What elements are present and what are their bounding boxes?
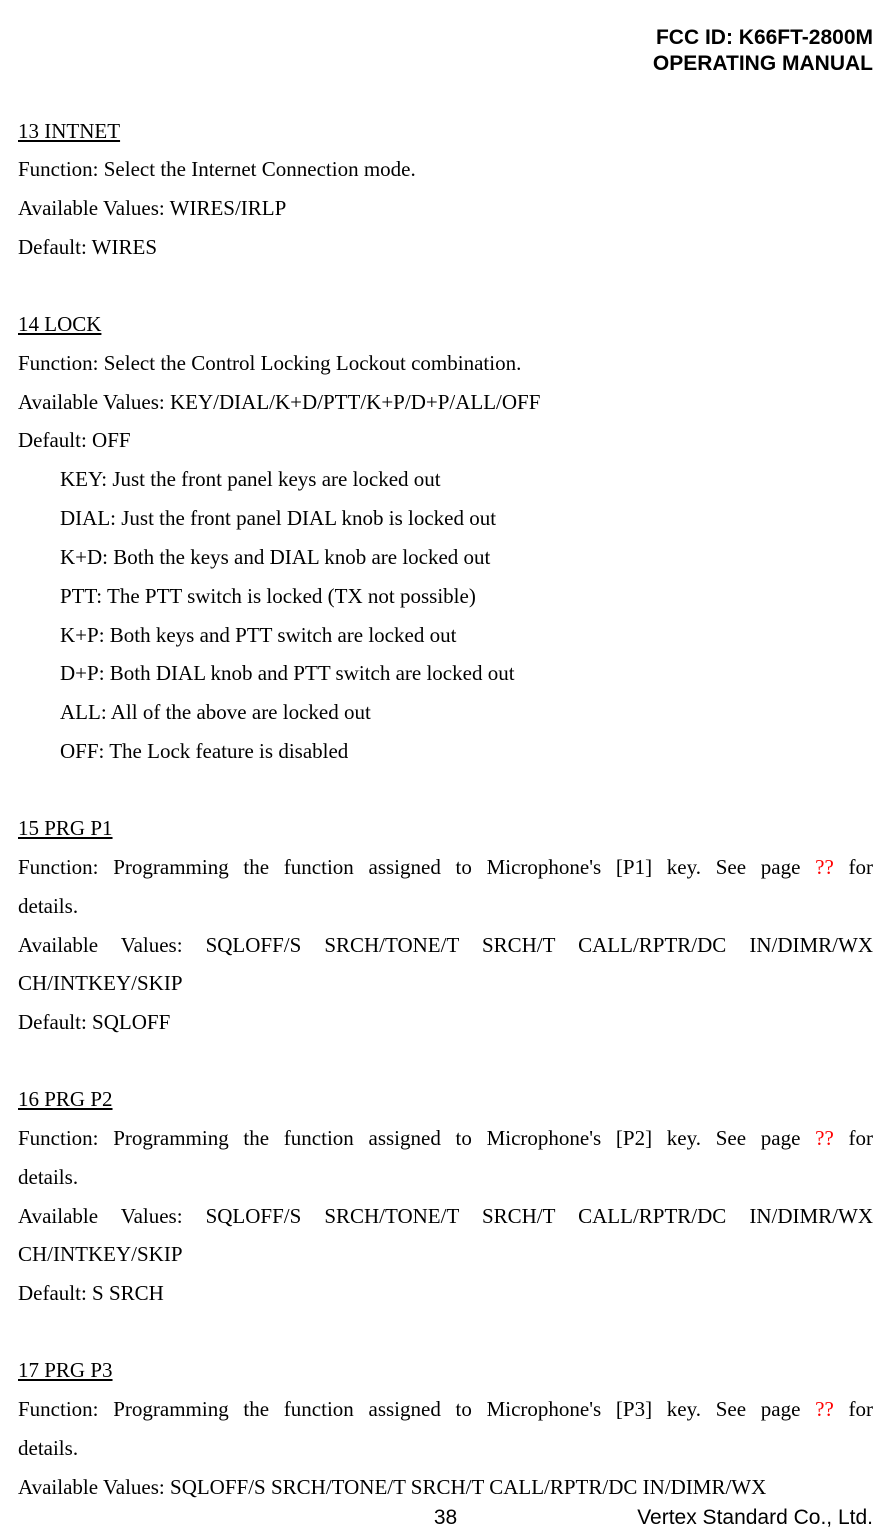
section-16-values-line1: Available Values: SQLOFF/S SRCH/TONE/T S… — [18, 1197, 873, 1236]
page-number: 38 — [434, 1506, 457, 1530]
section-14-opt-dp: D+P: Both DIAL knob and PTT switch are l… — [18, 654, 873, 693]
section-14-function: Function: Select the Control Locking Loc… — [18, 344, 873, 383]
section-16-values-line2: CH/INTKEY/SKIP — [18, 1235, 873, 1274]
section-15-function-line2: details. — [18, 887, 873, 926]
s15-func-red: ?? — [815, 855, 834, 879]
section-14-opt-key: KEY: Just the front panel keys are locke… — [18, 460, 873, 499]
section-14-opt-all: ALL: All of the above are locked out — [18, 693, 873, 732]
section-15-function-line1: Function: Programming the function assig… — [18, 848, 873, 887]
header-block: FCC ID: K66FT-2800M OPERATING MANUAL — [18, 25, 873, 78]
section-17-function-line2: details. — [18, 1429, 873, 1468]
section-15-values-line1: Available Values: SQLOFF/S SRCH/TONE/T S… — [18, 926, 873, 965]
section-16-function-line1: Function: Programming the function assig… — [18, 1119, 873, 1158]
section-13-function: Function: Select the Internet Connection… — [18, 150, 873, 189]
section-17-values: Available Values: SQLOFF/S SRCH/TONE/T S… — [18, 1468, 873, 1507]
section-15-values-line2: CH/INTKEY/SKIP — [18, 964, 873, 1003]
section-17-function-line1: Function: Programming the function assig… — [18, 1390, 873, 1429]
s17-func-pre: Function: Programming the function assig… — [18, 1397, 815, 1421]
section-16-default: Default: S SRCH — [18, 1274, 873, 1313]
section-15-title: 15 PRG P1 — [18, 809, 873, 848]
section-16-function-line2: details. — [18, 1158, 873, 1197]
s15-func-pre: Function: Programming the function assig… — [18, 855, 815, 879]
section-13-title: 13 INTNET — [18, 112, 873, 151]
section-14-default: Default: OFF — [18, 421, 873, 460]
section-14-opt-off: OFF: The Lock feature is disabled — [18, 732, 873, 771]
section-14-values: Available Values: KEY/DIAL/K+D/PTT/K+P/D… — [18, 383, 873, 422]
section-13-default: Default: WIRES — [18, 228, 873, 267]
doc-type-text: OPERATING MANUAL — [18, 51, 873, 77]
s16-func-pre: Function: Programming the function assig… — [18, 1126, 815, 1150]
company-name: Vertex Standard Co., Ltd. — [637, 1506, 873, 1530]
section-14-opt-ptt: PTT: The PTT switch is locked (TX not po… — [18, 577, 873, 616]
s17-func-red: ?? — [815, 1397, 834, 1421]
section-14-opt-kp: K+P: Both keys and PTT switch are locked… — [18, 616, 873, 655]
section-15-default: Default: SQLOFF — [18, 1003, 873, 1042]
fcc-id-text: FCC ID: K66FT-2800M — [18, 25, 873, 51]
section-14-title: 14 LOCK — [18, 305, 873, 344]
s16-func-red: ?? — [815, 1126, 834, 1150]
s16-func-post: for — [834, 1126, 873, 1150]
section-13-values: Available Values: WIRES/IRLP — [18, 189, 873, 228]
section-17-title: 17 PRG P3 — [18, 1351, 873, 1390]
section-16-title: 16 PRG P2 — [18, 1080, 873, 1119]
section-14-opt-kd: K+D: Both the keys and DIAL knob are loc… — [18, 538, 873, 577]
section-14-opt-dial: DIAL: Just the front panel DIAL knob is … — [18, 499, 873, 538]
content-body: 13 INTNET Function: Select the Internet … — [18, 112, 873, 1507]
s15-func-post: for — [834, 855, 873, 879]
s17-func-post: for — [834, 1397, 873, 1421]
